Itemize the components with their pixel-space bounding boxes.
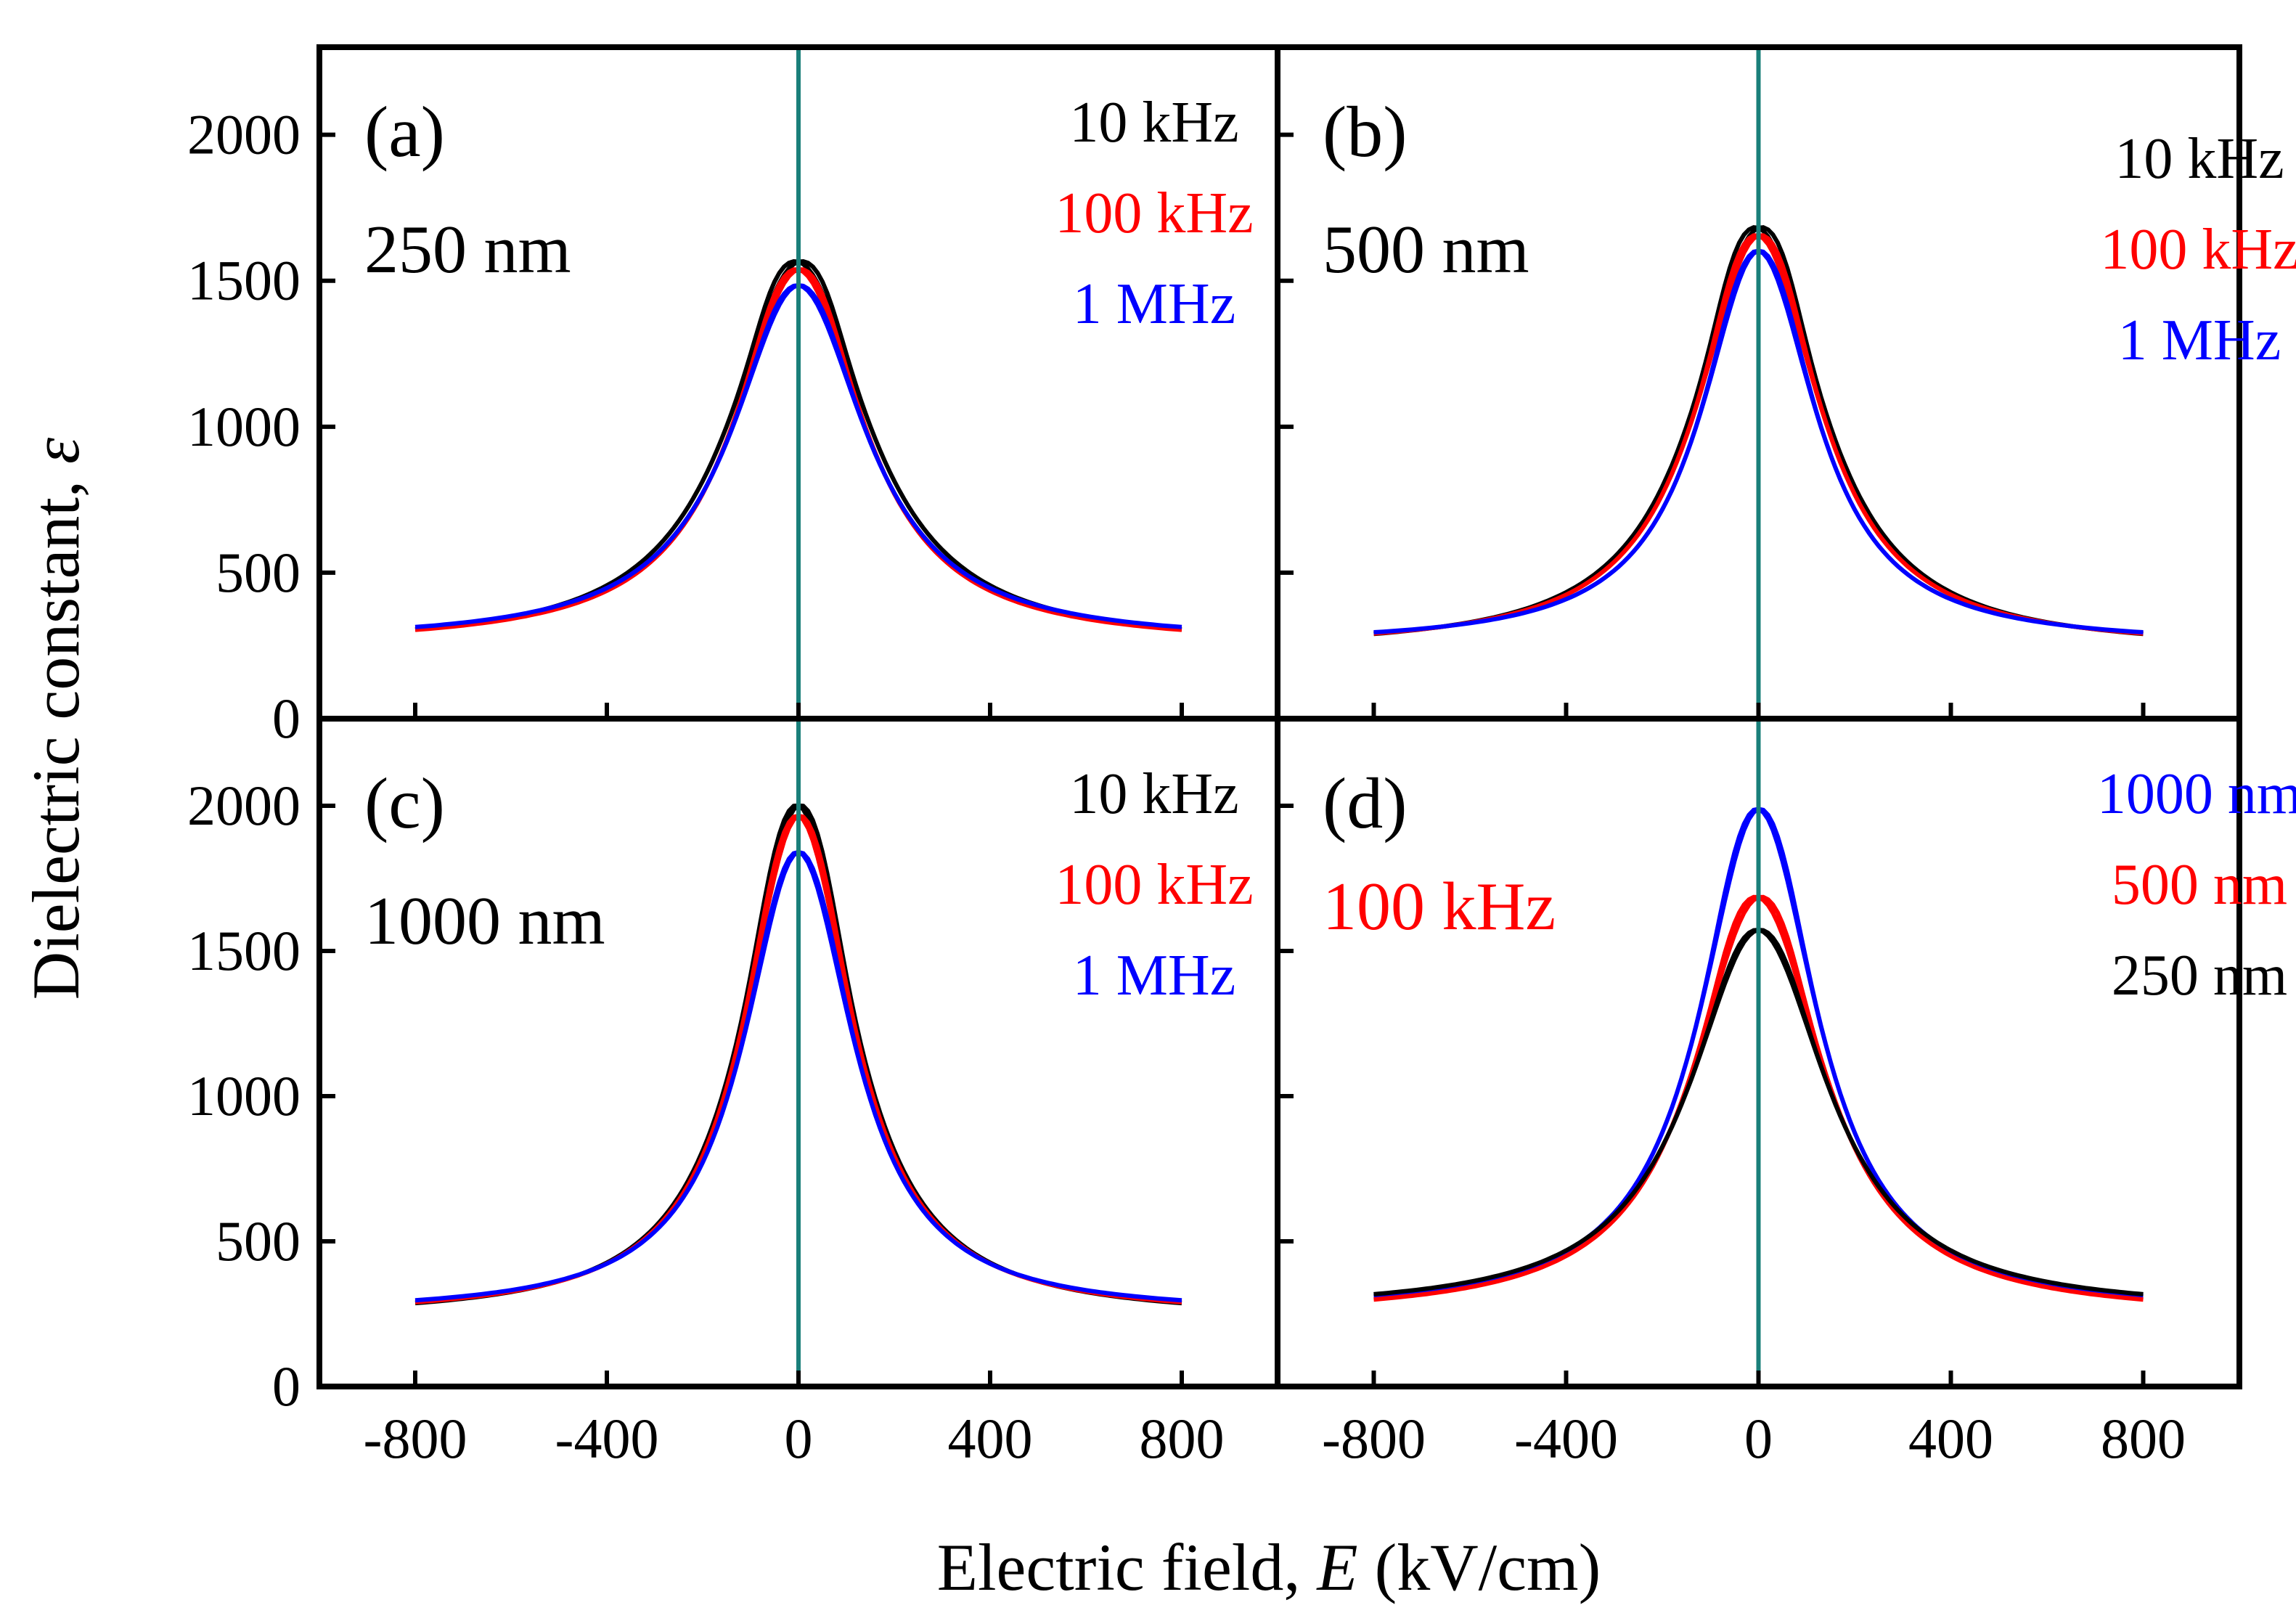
panel-d: -800 -400 0 400 800 (d) 100 kHz 1000 nm 500 nm 25… [1275,716,2296,1470]
series-line-d-1 [1373,894,2144,1302]
y-tick-label: 2000 [187,103,301,166]
y-tick-label: 1000 [187,395,301,458]
panel-note-b: 500 nm [1323,212,1529,287]
y-axis-title: Dielectric constant, ε [19,437,93,1000]
legend-entry-d-1: 500 nm [2112,853,2287,917]
panels: 0 500 1000 1500 2000 (a) 250 nm 10 kHz 100 kHz 1 … [187,44,2296,1470]
legend-entry-c-1: 100 kHz [1055,853,1253,917]
series-line-d-2 [1373,927,2144,1296]
x-tick-label: 400 [948,1407,1033,1470]
legend-entry-a-0: 10 kHz [1069,91,1238,155]
legend-entry-d-2: 250 nm [2112,944,2287,1008]
legend-entry-b-0: 10 kHz [2115,127,2284,191]
x-axis-title-unit: (kV/cm) [1358,1530,1601,1604]
x-axis-title-variable: E [1315,1530,1357,1604]
x-tick-label: 800 [2101,1407,2186,1470]
legend-entry-a-1: 100 kHz [1055,181,1253,245]
x-tick-label: 0 [785,1407,813,1470]
x-tick-label: 800 [1140,1407,1225,1470]
y-axis-title-prefix: Dielectric constant, [19,464,93,1000]
legend-entry-d-0: 1000 nm [2097,762,2296,826]
panel-b: (b) 500 nm 10 kHz 100 kHz 1 MHz [1275,44,2296,722]
x-tick-label: -800 [1322,1407,1426,1470]
series-line-b-2 [1373,248,2144,634]
y-axis-title-variable: ε [19,437,93,464]
panel-label-d: (d) [1323,763,1408,844]
y-tick-label: 500 [216,1209,301,1273]
series-line-d-0 [1373,806,2144,1299]
panel-label-b: (b) [1323,91,1408,172]
x-axis-title-prefix: Electric field, [937,1530,1317,1604]
x-axis-title: Electric field, E (kV/cm) [937,1530,1601,1604]
y-tick-label: 1500 [187,249,301,312]
x-tick-label: 0 [1744,1407,1773,1470]
legend-entry-a-2: 1 MHz [1073,272,1235,336]
series-line-b-0 [1373,225,2144,637]
panel-label-c: (c) [364,763,445,844]
series-line-b-1 [1373,233,2144,636]
legend-entry-b-1: 100 kHz [2100,218,2296,282]
x-tick-label: -800 [364,1407,467,1470]
panel-note-c: 1000 nm [364,883,605,959]
panel-note-a: 250 nm [364,212,571,287]
y-tick-label: 1500 [187,919,301,982]
panel-c: -800 -400 0 400 800 0 500 1000 1500 2000 (c) 1000 n… [187,716,1280,1470]
panel-label-a: (a) [364,91,445,172]
y-tick-label: 0 [272,1355,301,1418]
series-line-c-2 [414,849,1182,1303]
legend-entry-c-0: 10 kHz [1069,762,1238,826]
panel-note-d: 100 kHz [1323,869,1556,944]
y-tick-label: 0 [272,687,301,750]
series-line-a-2 [414,282,1182,629]
y-tick-label: 1000 [187,1064,301,1127]
legend-entry-c-2: 1 MHz [1073,944,1235,1008]
y-tick-label: 500 [216,541,301,604]
x-tick-label: -400 [555,1407,659,1470]
y-tick-label: 2000 [187,774,301,837]
legend-entry-b-2: 1 MHz [2118,309,2281,372]
panel-a: 0 500 1000 1500 2000 (a) 250 nm 10 kHz 100 kHz 1 … [187,44,1280,750]
x-tick-label: 400 [1908,1407,1993,1470]
x-tick-label: -400 [1514,1407,1618,1470]
